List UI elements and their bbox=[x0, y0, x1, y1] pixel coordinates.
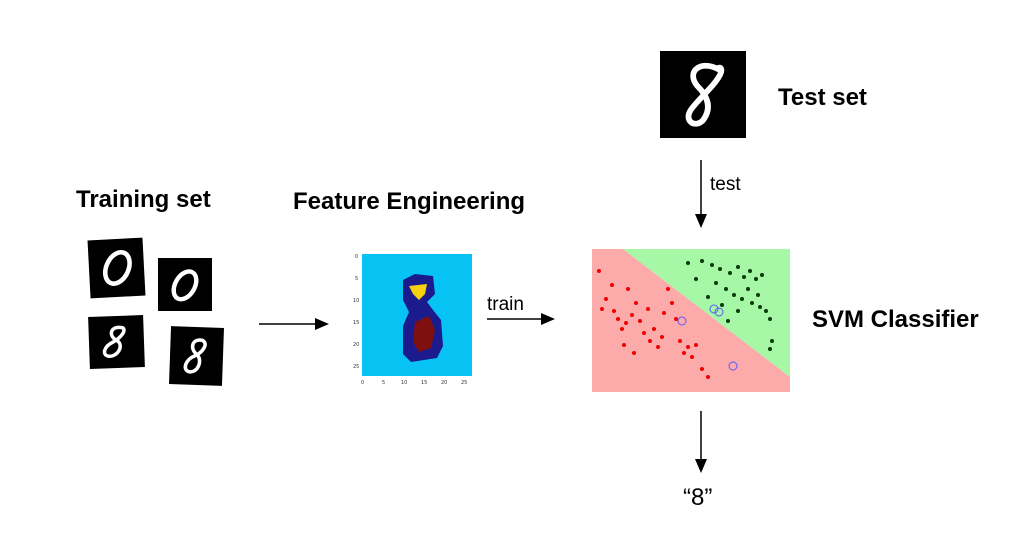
svm-point-class-b bbox=[694, 277, 698, 281]
svm-point-class-a bbox=[638, 319, 642, 323]
x-tick: 15 bbox=[421, 380, 427, 386]
test-set-title: Test set bbox=[778, 84, 867, 111]
training-digit-eight-2 bbox=[169, 326, 224, 386]
svm-support-vector bbox=[677, 316, 687, 326]
svm-point-class-b bbox=[746, 287, 750, 291]
svm-classifier-title: SVM Classifier bbox=[812, 306, 979, 333]
svm-point-class-b bbox=[736, 265, 740, 269]
y-tick: 20 bbox=[353, 342, 359, 348]
training-digit-zero-1 bbox=[87, 237, 146, 299]
x-tick: 10 bbox=[401, 380, 407, 386]
train-edge-label: train bbox=[487, 294, 524, 315]
svm-point-class-a bbox=[610, 283, 614, 287]
svm-support-vector bbox=[728, 361, 738, 371]
svm-point-class-a bbox=[660, 335, 664, 339]
svm-point-class-b bbox=[706, 295, 710, 299]
x-tick: 25 bbox=[461, 380, 467, 386]
svm-point-class-a bbox=[632, 351, 636, 355]
svm-point-class-b bbox=[758, 305, 762, 309]
y-tick: 5 bbox=[355, 276, 358, 282]
heatmap-body bbox=[403, 274, 443, 362]
svm-point-class-b bbox=[720, 303, 724, 307]
svm-point-class-b bbox=[736, 309, 740, 313]
train-arrow bbox=[487, 311, 557, 327]
svm-point-class-a bbox=[622, 343, 626, 347]
svm-point-class-a bbox=[642, 331, 646, 335]
svm-point-class-a bbox=[630, 313, 634, 317]
svm-point-class-b bbox=[748, 269, 752, 273]
svm-point-class-b bbox=[726, 319, 730, 323]
svm-point-class-a bbox=[624, 321, 628, 325]
svm-point-class-a bbox=[700, 367, 704, 371]
y-tick: 25 bbox=[353, 364, 359, 370]
svm-point-class-a bbox=[646, 307, 650, 311]
svm-point-class-a bbox=[652, 327, 656, 331]
svm-point-class-b bbox=[768, 317, 772, 321]
svm-point-class-a bbox=[597, 269, 601, 273]
svm-point-class-a bbox=[678, 339, 682, 343]
svm-point-class-b bbox=[750, 301, 754, 305]
test-digit-eight bbox=[660, 51, 746, 138]
svm-point-class-a bbox=[612, 309, 616, 313]
svm-point-class-b bbox=[770, 339, 774, 343]
svm-point-class-a bbox=[706, 375, 710, 379]
svm-support-vector bbox=[714, 307, 724, 317]
y-tick: 15 bbox=[353, 320, 359, 326]
svm-region-b bbox=[623, 249, 790, 377]
output-prediction: “8” bbox=[683, 484, 713, 511]
svm-point-class-b bbox=[710, 263, 714, 267]
svm-point-class-a bbox=[670, 301, 674, 305]
svm-point-class-b bbox=[718, 267, 722, 271]
training-digit-eight-1 bbox=[88, 315, 145, 369]
svm-point-class-b bbox=[686, 261, 690, 265]
svm-point-class-a bbox=[620, 327, 624, 331]
svm-region-a bbox=[592, 249, 790, 392]
svm-point-class-a bbox=[662, 311, 666, 315]
svm-point-class-a bbox=[674, 317, 678, 321]
output-arrow bbox=[693, 411, 709, 475]
training-digit-zero-2 bbox=[158, 258, 212, 311]
svm-point-class-a bbox=[634, 301, 638, 305]
svm-point-class-b bbox=[728, 271, 732, 275]
y-tick: 10 bbox=[353, 298, 359, 304]
svm-point-class-a bbox=[656, 345, 660, 349]
heatmap-inner-blob bbox=[413, 316, 435, 352]
test-edge-label: test bbox=[710, 174, 741, 195]
feature-engineering-title: Feature Engineering bbox=[293, 188, 526, 215]
svm-point-class-a bbox=[686, 345, 690, 349]
x-tick: 0 bbox=[361, 380, 364, 386]
svm-point-class-b bbox=[768, 347, 772, 351]
svm-point-class-b bbox=[714, 281, 718, 285]
test-arrow bbox=[693, 160, 709, 230]
training-set-title: Training set bbox=[76, 186, 211, 213]
x-tick: 20 bbox=[441, 380, 447, 386]
svm-point-class-a bbox=[600, 307, 604, 311]
svm-point-class-b bbox=[732, 293, 736, 297]
svm-point-class-b bbox=[756, 293, 760, 297]
svm-point-class-b bbox=[740, 297, 744, 301]
svm-point-class-a bbox=[666, 287, 670, 291]
svm-point-class-a bbox=[690, 355, 694, 359]
feature-heatmap: 0 5 10 15 20 25 0 5 10 15 20 25 bbox=[353, 250, 477, 392]
svm-plot bbox=[592, 249, 790, 392]
svm-point-class-a bbox=[626, 287, 630, 291]
heatmap-top-blob bbox=[409, 284, 427, 300]
svm-point-class-b bbox=[754, 277, 758, 281]
svm-point-class-a bbox=[604, 297, 608, 301]
svm-point-class-a bbox=[616, 317, 620, 321]
y-tick: 0 bbox=[355, 254, 358, 260]
svm-point-class-b bbox=[742, 275, 746, 279]
x-tick: 5 bbox=[382, 380, 385, 386]
svm-point-class-b bbox=[760, 273, 764, 277]
svm-point-class-b bbox=[724, 287, 728, 291]
svm-point-class-b bbox=[764, 309, 768, 313]
svm-point-class-a bbox=[682, 351, 686, 355]
svm-point-class-b bbox=[700, 259, 704, 263]
arrow-to-feature-engineering bbox=[259, 316, 331, 332]
svm-support-vector bbox=[709, 304, 719, 314]
svm-point-class-a bbox=[648, 339, 652, 343]
svm-point-class-a bbox=[694, 343, 698, 347]
